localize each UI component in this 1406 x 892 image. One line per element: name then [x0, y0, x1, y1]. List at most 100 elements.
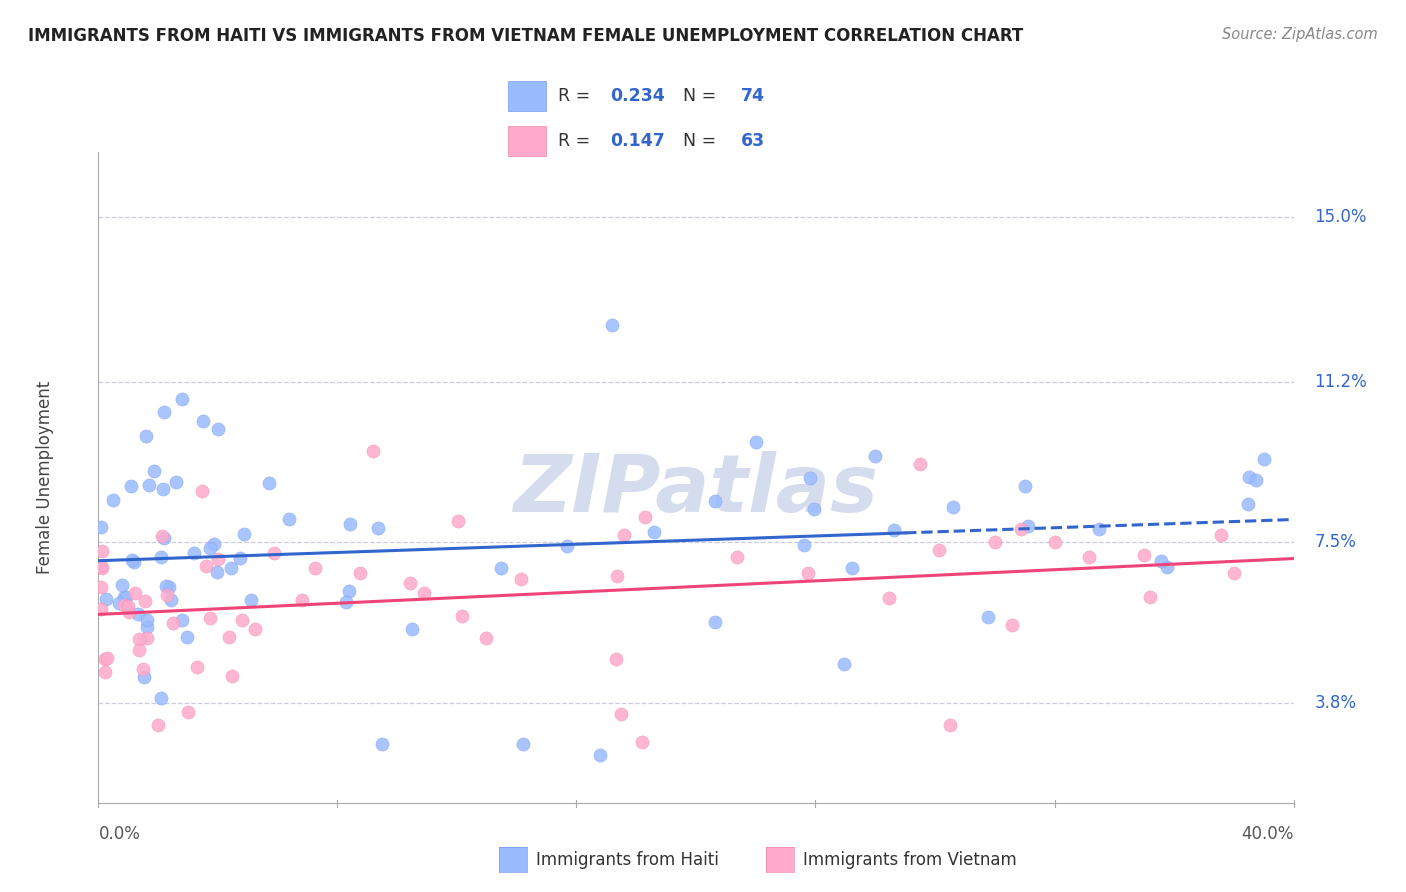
Text: 3.8%: 3.8% [1315, 694, 1357, 712]
Point [942, 500, 965, 514]
Point [863, 449, 886, 463]
Text: Source: ZipAtlas.com: Source: ZipAtlas.com [1222, 27, 1378, 42]
Point [177, 705, 200, 719]
Point [135, 429, 157, 443]
Point [150, 549, 173, 564]
Text: Female Unemployment: Female Unemployment [35, 381, 53, 574]
Point [118, 605, 141, 619]
Point [589, 747, 612, 762]
Point [218, 630, 240, 644]
Point [832, 657, 855, 671]
Point [1139, 590, 1161, 604]
Point [631, 735, 654, 749]
Point [112, 598, 135, 612]
Point [704, 615, 727, 629]
Point [153, 405, 176, 419]
Point [155, 579, 177, 593]
Point [90, 520, 112, 534]
Text: R =: R = [558, 87, 596, 104]
Point [202, 536, 225, 550]
Point [413, 586, 436, 600]
Point [207, 552, 229, 566]
Point [1253, 451, 1275, 466]
Point [198, 611, 221, 625]
Point [200, 541, 222, 555]
Point [361, 444, 384, 458]
Point [291, 593, 314, 607]
Point [150, 529, 173, 543]
Point [401, 622, 423, 636]
Point [128, 632, 150, 646]
Point [152, 483, 174, 497]
Point [157, 580, 180, 594]
Point [219, 561, 242, 575]
Point [93, 652, 115, 666]
Point [124, 586, 146, 600]
Point [207, 422, 229, 436]
Text: N =: N = [672, 87, 723, 104]
Point [176, 630, 198, 644]
Point [103, 493, 125, 508]
Point [120, 479, 142, 493]
Point [172, 392, 194, 406]
Point [908, 457, 931, 471]
Text: N =: N = [672, 132, 723, 150]
Point [600, 318, 623, 333]
Point [398, 575, 420, 590]
Text: 11.2%: 11.2% [1315, 373, 1368, 391]
Text: 0.0%: 0.0% [98, 825, 141, 843]
Point [725, 549, 748, 564]
Text: Immigrants from Haiti: Immigrants from Haiti [536, 851, 718, 869]
Point [122, 555, 145, 569]
Point [883, 523, 905, 537]
Text: 40.0%: 40.0% [1241, 825, 1294, 843]
Point [451, 608, 474, 623]
Point [793, 538, 815, 552]
FancyBboxPatch shape [509, 126, 546, 156]
Point [1014, 479, 1036, 493]
Point [194, 559, 217, 574]
Point [183, 546, 205, 560]
Text: 15.0%: 15.0% [1315, 208, 1367, 226]
Point [1150, 554, 1173, 568]
Point [160, 593, 183, 607]
Point [1088, 522, 1111, 536]
Point [1222, 566, 1246, 580]
Point [491, 561, 513, 575]
Point [643, 524, 665, 539]
Point [928, 542, 950, 557]
Point [509, 572, 531, 586]
Point [1246, 473, 1268, 487]
Point [841, 560, 863, 574]
Text: IMMIGRANTS FROM HAITI VS IMMIGRANTS FROM VIETNAM FEMALE UNEMPLOYMENT CORRELATION: IMMIGRANTS FROM HAITI VS IMMIGRANTS FROM… [28, 27, 1024, 45]
Point [112, 590, 135, 604]
Point [148, 717, 170, 731]
Point [91, 561, 114, 575]
Point [976, 610, 998, 624]
Point [877, 591, 900, 606]
Point [132, 670, 155, 684]
Point [745, 435, 768, 450]
Point [108, 596, 131, 610]
Point [132, 662, 155, 676]
Point [512, 737, 534, 751]
Point [136, 620, 159, 634]
Point [221, 668, 243, 682]
Point [1236, 497, 1258, 511]
Point [117, 599, 139, 614]
Point [90, 580, 112, 594]
Point [231, 613, 253, 627]
Point [983, 535, 1005, 549]
Point [138, 478, 160, 492]
Point [1017, 519, 1039, 533]
Text: 7.5%: 7.5% [1315, 533, 1357, 551]
Point [134, 594, 156, 608]
Point [165, 475, 187, 489]
Point [555, 539, 578, 553]
Point [143, 464, 166, 478]
Point [367, 521, 389, 535]
Point [1133, 549, 1156, 563]
Point [1001, 618, 1024, 632]
Text: 74: 74 [741, 87, 765, 104]
Point [128, 642, 150, 657]
